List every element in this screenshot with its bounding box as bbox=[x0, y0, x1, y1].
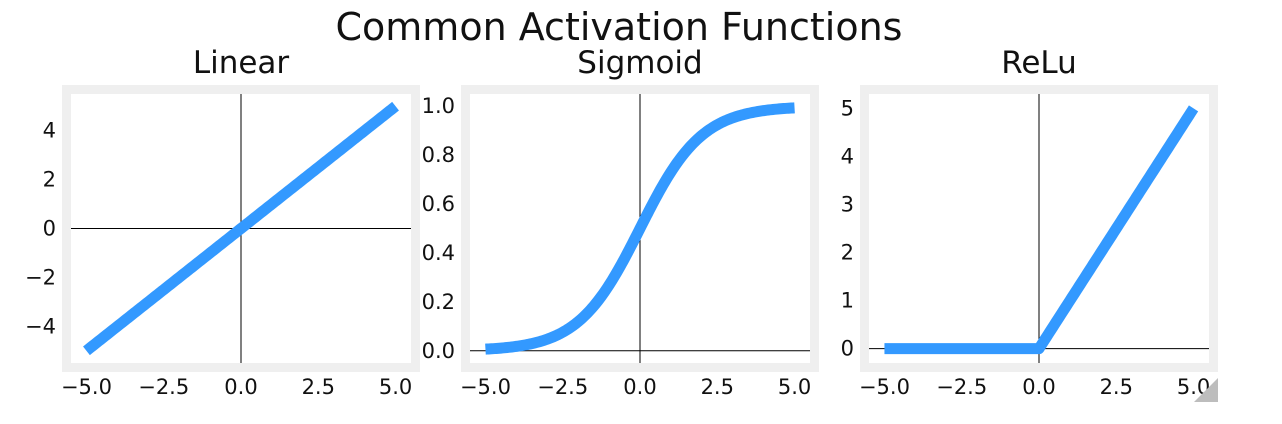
x-tick-label: −5.0 bbox=[859, 375, 910, 399]
y-tick-label: 1.0 bbox=[422, 94, 455, 118]
resize-grip-icon[interactable] bbox=[1194, 378, 1218, 402]
x-tick-label: 5.0 bbox=[379, 375, 412, 399]
y-tick-label: 3 bbox=[841, 192, 854, 216]
y-tick-label: 0.0 bbox=[422, 339, 455, 363]
series-line-linear bbox=[82, 101, 400, 356]
x-tick-label: 0.0 bbox=[224, 375, 257, 399]
x-tick-label: 0.0 bbox=[623, 375, 656, 399]
subplot-title: Sigmoid bbox=[577, 45, 702, 81]
y-tick-label: 0.4 bbox=[422, 241, 455, 265]
x-tick-label: −5.0 bbox=[61, 375, 112, 399]
y-tick-label: 2 bbox=[841, 241, 854, 265]
y-tick-label: 2 bbox=[43, 168, 56, 192]
y-tick-label: 1 bbox=[841, 289, 854, 313]
x-tick-label: −2.5 bbox=[936, 375, 987, 399]
y-tick-label: −4 bbox=[25, 314, 56, 338]
x-tick-label: 0.0 bbox=[1022, 375, 1055, 399]
y-tick-label: 0 bbox=[841, 337, 854, 361]
series-line-relu bbox=[880, 105, 1199, 355]
y-tick-label: 4 bbox=[841, 144, 854, 168]
series-line-sigmoid bbox=[481, 102, 799, 355]
subplot-title: ReLu bbox=[1001, 45, 1077, 81]
subplots: Linear −5.0 −2.5 0.0 2.5 5.0 4 2 0 −2 −4 Sigmoid −5.… bbox=[25, 45, 1218, 399]
subplot-linear: Linear −5.0 −2.5 0.0 2.5 5.0 4 2 0 −2 −4 bbox=[25, 45, 420, 399]
x-tick-label: 2.5 bbox=[302, 375, 335, 399]
y-tick-label: 0.2 bbox=[422, 290, 455, 314]
y-tick-label: 0.8 bbox=[422, 143, 455, 167]
x-tick-label: −2.5 bbox=[138, 375, 189, 399]
x-tick-label: −5.0 bbox=[460, 375, 511, 399]
y-tick-label: 5 bbox=[841, 96, 854, 120]
y-tick-label: 0.6 bbox=[422, 192, 455, 216]
figure-title: Common Activation Functions bbox=[336, 5, 903, 49]
y-tick-label: 4 bbox=[43, 119, 56, 143]
x-tick-label: 5.0 bbox=[778, 375, 811, 399]
y-tick-label: 0 bbox=[43, 217, 56, 241]
y-tick-label: −2 bbox=[25, 265, 56, 289]
x-tick-label: 2.5 bbox=[701, 375, 734, 399]
x-tick-label: −2.5 bbox=[537, 375, 588, 399]
subplot-title: Linear bbox=[193, 45, 290, 81]
subplot-sigmoid: Sigmoid −5.0 −2.5 0.0 2.5 5.0 1.0 0.8 0.6 0.4 0.2 0… bbox=[422, 45, 819, 399]
x-tick-label: 2.5 bbox=[1100, 375, 1133, 399]
